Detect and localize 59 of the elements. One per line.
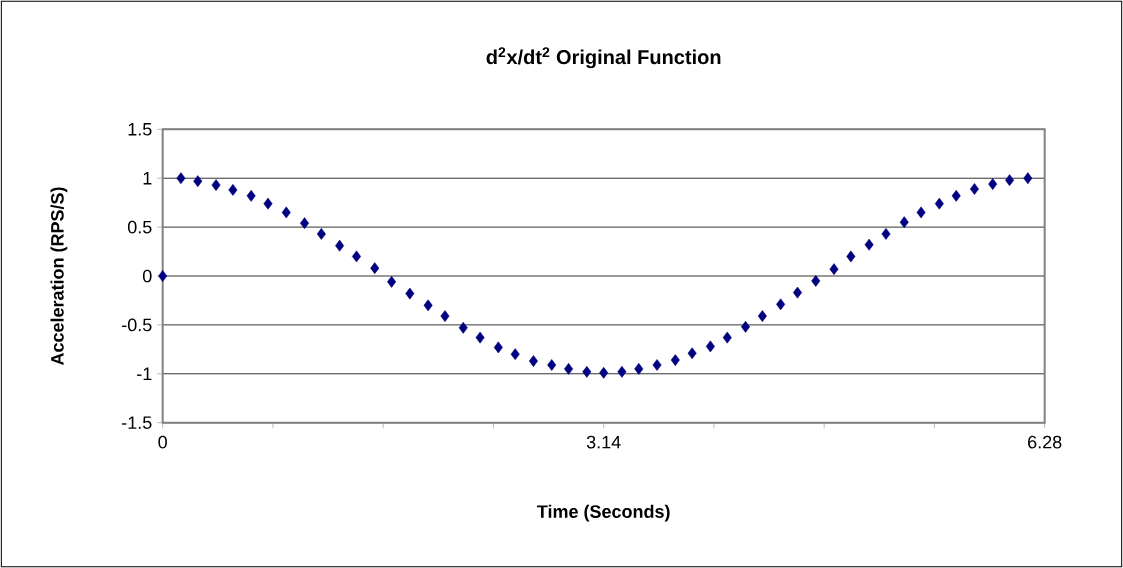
- point: [757, 310, 767, 322]
- point: [811, 275, 821, 287]
- point: [316, 228, 326, 240]
- point: [370, 262, 380, 275]
- point: [493, 341, 503, 354]
- point: [547, 359, 557, 371]
- point: [263, 197, 273, 210]
- point: [582, 365, 592, 378]
- point: [211, 179, 221, 191]
- point: [193, 175, 203, 188]
- point: [281, 206, 291, 219]
- point: [1023, 172, 1033, 185]
- point: [176, 172, 186, 185]
- point: [951, 189, 961, 202]
- y-tick-label: 0: [142, 269, 152, 283]
- y-axis-title: Acceleration (RPS/S): [50, 187, 68, 366]
- x-tick-label: 6.28: [1028, 435, 1062, 449]
- y-tick-label: 1: [143, 172, 152, 185]
- point: [634, 363, 644, 375]
- x-axis-title: Time (Seconds): [537, 504, 670, 522]
- x-tick-label: 3.14: [586, 435, 621, 449]
- point: [722, 331, 732, 344]
- point: [335, 239, 345, 252]
- chart-title: d$^{2}$x/dt$^{2}$ Original Function: [486, 47, 721, 69]
- point: [687, 347, 697, 360]
- point: [1005, 174, 1015, 187]
- y-tick-label: 0.5: [127, 220, 152, 234]
- point: [916, 206, 926, 219]
- point: [440, 310, 450, 322]
- y-tick-label: -1: [137, 367, 152, 380]
- point: [405, 287, 415, 300]
- point: [864, 238, 874, 251]
- point: [387, 276, 397, 288]
- point: [776, 298, 786, 311]
- x-tick-label: 0: [158, 435, 167, 449]
- point: [228, 184, 238, 196]
- point: [158, 270, 168, 282]
- point: [829, 263, 839, 276]
- point: [934, 197, 944, 210]
- point: [969, 183, 979, 195]
- point: [705, 340, 715, 353]
- point: [246, 189, 256, 202]
- y-tick-label: -1.5: [122, 416, 152, 429]
- point: [599, 366, 609, 379]
- point: [899, 216, 909, 229]
- point: [528, 355, 538, 367]
- point: [617, 365, 627, 378]
- point: [475, 331, 485, 344]
- y-tick-label: -0.5: [122, 318, 152, 332]
- point: [423, 299, 433, 312]
- point: [458, 321, 468, 334]
- point: [510, 348, 520, 361]
- point: [670, 354, 680, 366]
- point: [988, 178, 998, 190]
- point: [652, 359, 662, 371]
- point: [564, 363, 574, 375]
- point: [881, 228, 891, 240]
- point: [846, 250, 856, 263]
- y-tick-label: 1.5: [128, 123, 152, 136]
